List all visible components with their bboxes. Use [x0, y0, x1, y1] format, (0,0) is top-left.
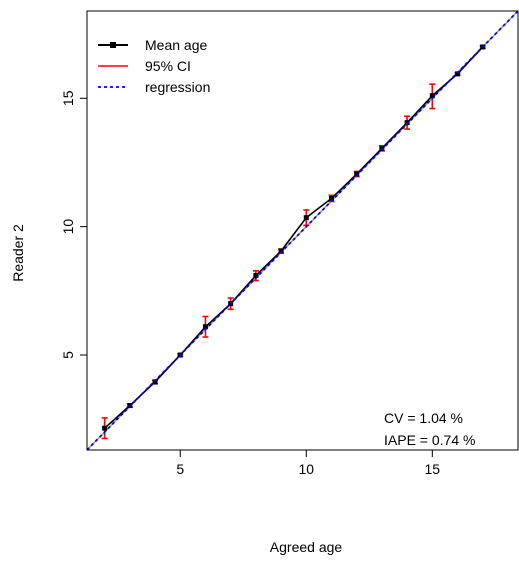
mean-point-2	[102, 425, 108, 431]
x-tick-label-5: 5	[176, 461, 184, 477]
x-axis: 5 10 15	[176, 450, 440, 477]
y-tick-label-10: 10	[60, 219, 76, 235]
y-axis-label: Reader 2	[10, 224, 26, 282]
plot-frame	[86, 10, 519, 451]
x-axis-label: Agreed age	[270, 539, 343, 555]
legend-ci-label: 95% CI	[145, 58, 191, 74]
mean-point-15	[429, 93, 435, 99]
ci-error-bars	[101, 44, 486, 440]
x-tick-label-15: 15	[425, 461, 441, 477]
legend-mean-label: Mean age	[145, 37, 207, 53]
y-axis: 5 10 15	[60, 90, 87, 359]
mean-point-6	[202, 324, 208, 330]
legend-mean-marker	[110, 42, 116, 48]
legend: Mean age 95% CI regression	[98, 37, 210, 95]
legend-regression-label: regression	[145, 79, 210, 95]
mean-point-11	[328, 195, 334, 201]
y-tick-label-15: 15	[60, 90, 76, 106]
mean-point-16	[455, 71, 461, 77]
iape-annotation: IAPE = 0.74 %	[384, 432, 475, 448]
mean-point-10	[303, 215, 309, 221]
plot-area	[86, 10, 519, 451]
mean-point-8	[253, 272, 259, 278]
regression-line	[86, 10, 519, 451]
y-tick-label-5: 5	[60, 351, 76, 359]
x-tick-label-10: 10	[298, 461, 314, 477]
cv-annotation: CV = 1.04 %	[384, 410, 463, 426]
